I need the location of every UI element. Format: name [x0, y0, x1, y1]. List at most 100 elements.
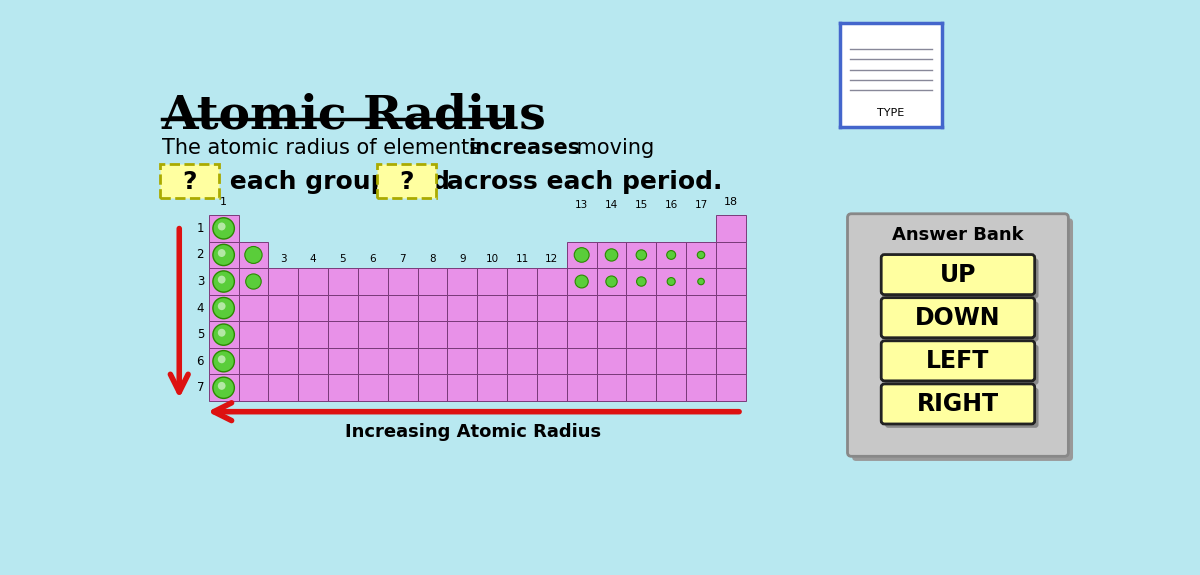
Ellipse shape	[636, 250, 647, 260]
Bar	[716, 242, 745, 268]
Bar	[418, 374, 448, 401]
Text: 7: 7	[197, 381, 204, 394]
Bar	[508, 295, 536, 321]
Bar	[328, 268, 358, 295]
Ellipse shape	[212, 218, 234, 239]
Bar	[209, 242, 239, 268]
Bar	[388, 268, 418, 295]
Bar	[269, 295, 299, 321]
Bar	[418, 268, 448, 295]
Bar	[269, 268, 299, 295]
Bar	[299, 295, 328, 321]
Ellipse shape	[212, 351, 234, 372]
Text: moving: moving	[570, 139, 654, 158]
Text: 13: 13	[575, 201, 588, 210]
Bar	[686, 321, 716, 348]
Ellipse shape	[218, 382, 226, 390]
Ellipse shape	[667, 251, 676, 259]
Ellipse shape	[697, 251, 704, 259]
Ellipse shape	[212, 244, 234, 266]
FancyBboxPatch shape	[881, 255, 1034, 294]
Bar	[358, 348, 388, 374]
FancyBboxPatch shape	[886, 344, 1038, 385]
Ellipse shape	[697, 278, 704, 285]
Bar	[626, 374, 656, 401]
Bar	[536, 374, 566, 401]
Bar	[596, 321, 626, 348]
Text: RIGHT: RIGHT	[917, 392, 998, 416]
Text: Atomic Radius: Atomic Radius	[162, 92, 546, 138]
FancyBboxPatch shape	[881, 298, 1034, 338]
Bar	[566, 348, 596, 374]
Ellipse shape	[212, 297, 234, 319]
Bar	[656, 268, 686, 295]
Bar	[478, 348, 508, 374]
Bar	[328, 374, 358, 401]
Bar	[626, 268, 656, 295]
Bar	[596, 268, 626, 295]
Text: TYPE: TYPE	[877, 108, 905, 118]
Ellipse shape	[212, 324, 234, 345]
Bar	[536, 348, 566, 374]
Bar	[299, 348, 328, 374]
Bar	[686, 374, 716, 401]
Text: 12: 12	[545, 254, 558, 263]
Bar	[478, 321, 508, 348]
Bar	[566, 242, 596, 268]
Bar	[536, 295, 566, 321]
Ellipse shape	[218, 223, 226, 231]
Text: LEFT: LEFT	[926, 349, 990, 373]
Bar	[418, 348, 448, 374]
Bar	[566, 268, 596, 295]
Bar	[596, 374, 626, 401]
Bar	[209, 374, 239, 401]
Ellipse shape	[212, 377, 234, 398]
Bar	[656, 321, 686, 348]
Bar	[418, 321, 448, 348]
Bar	[656, 374, 686, 401]
Bar	[686, 295, 716, 321]
Text: 10: 10	[486, 254, 499, 263]
FancyBboxPatch shape	[852, 218, 1073, 461]
Bar	[566, 295, 596, 321]
Bar	[478, 268, 508, 295]
Bar	[508, 268, 536, 295]
Ellipse shape	[218, 275, 226, 283]
Ellipse shape	[218, 249, 226, 257]
Bar	[239, 321, 269, 348]
Bar	[716, 268, 745, 295]
Bar	[686, 348, 716, 374]
Text: 5: 5	[197, 328, 204, 341]
Bar	[716, 321, 745, 348]
Bar	[209, 295, 239, 321]
Bar	[299, 268, 328, 295]
Ellipse shape	[636, 277, 646, 286]
Text: ?: ?	[400, 170, 414, 194]
Ellipse shape	[605, 249, 618, 261]
Bar	[716, 374, 745, 401]
Bar	[269, 374, 299, 401]
Bar	[596, 348, 626, 374]
Bar	[686, 268, 716, 295]
Text: 14: 14	[605, 201, 618, 210]
Bar	[716, 295, 745, 321]
Bar	[299, 374, 328, 401]
Text: 5: 5	[340, 254, 347, 263]
Bar	[388, 295, 418, 321]
Text: DOWN: DOWN	[916, 306, 1001, 329]
Ellipse shape	[667, 278, 676, 285]
Ellipse shape	[606, 276, 617, 287]
Bar	[686, 242, 716, 268]
Bar	[239, 348, 269, 374]
Text: Increasing Atomic Radius: Increasing Atomic Radius	[346, 423, 601, 441]
Text: 8: 8	[430, 254, 436, 263]
Bar	[269, 321, 299, 348]
FancyBboxPatch shape	[886, 258, 1038, 298]
Bar	[299, 321, 328, 348]
Text: 3: 3	[280, 254, 287, 263]
FancyBboxPatch shape	[160, 164, 218, 198]
Bar	[358, 321, 388, 348]
Text: 18: 18	[724, 197, 738, 206]
Text: 16: 16	[665, 201, 678, 210]
Bar	[508, 374, 536, 401]
